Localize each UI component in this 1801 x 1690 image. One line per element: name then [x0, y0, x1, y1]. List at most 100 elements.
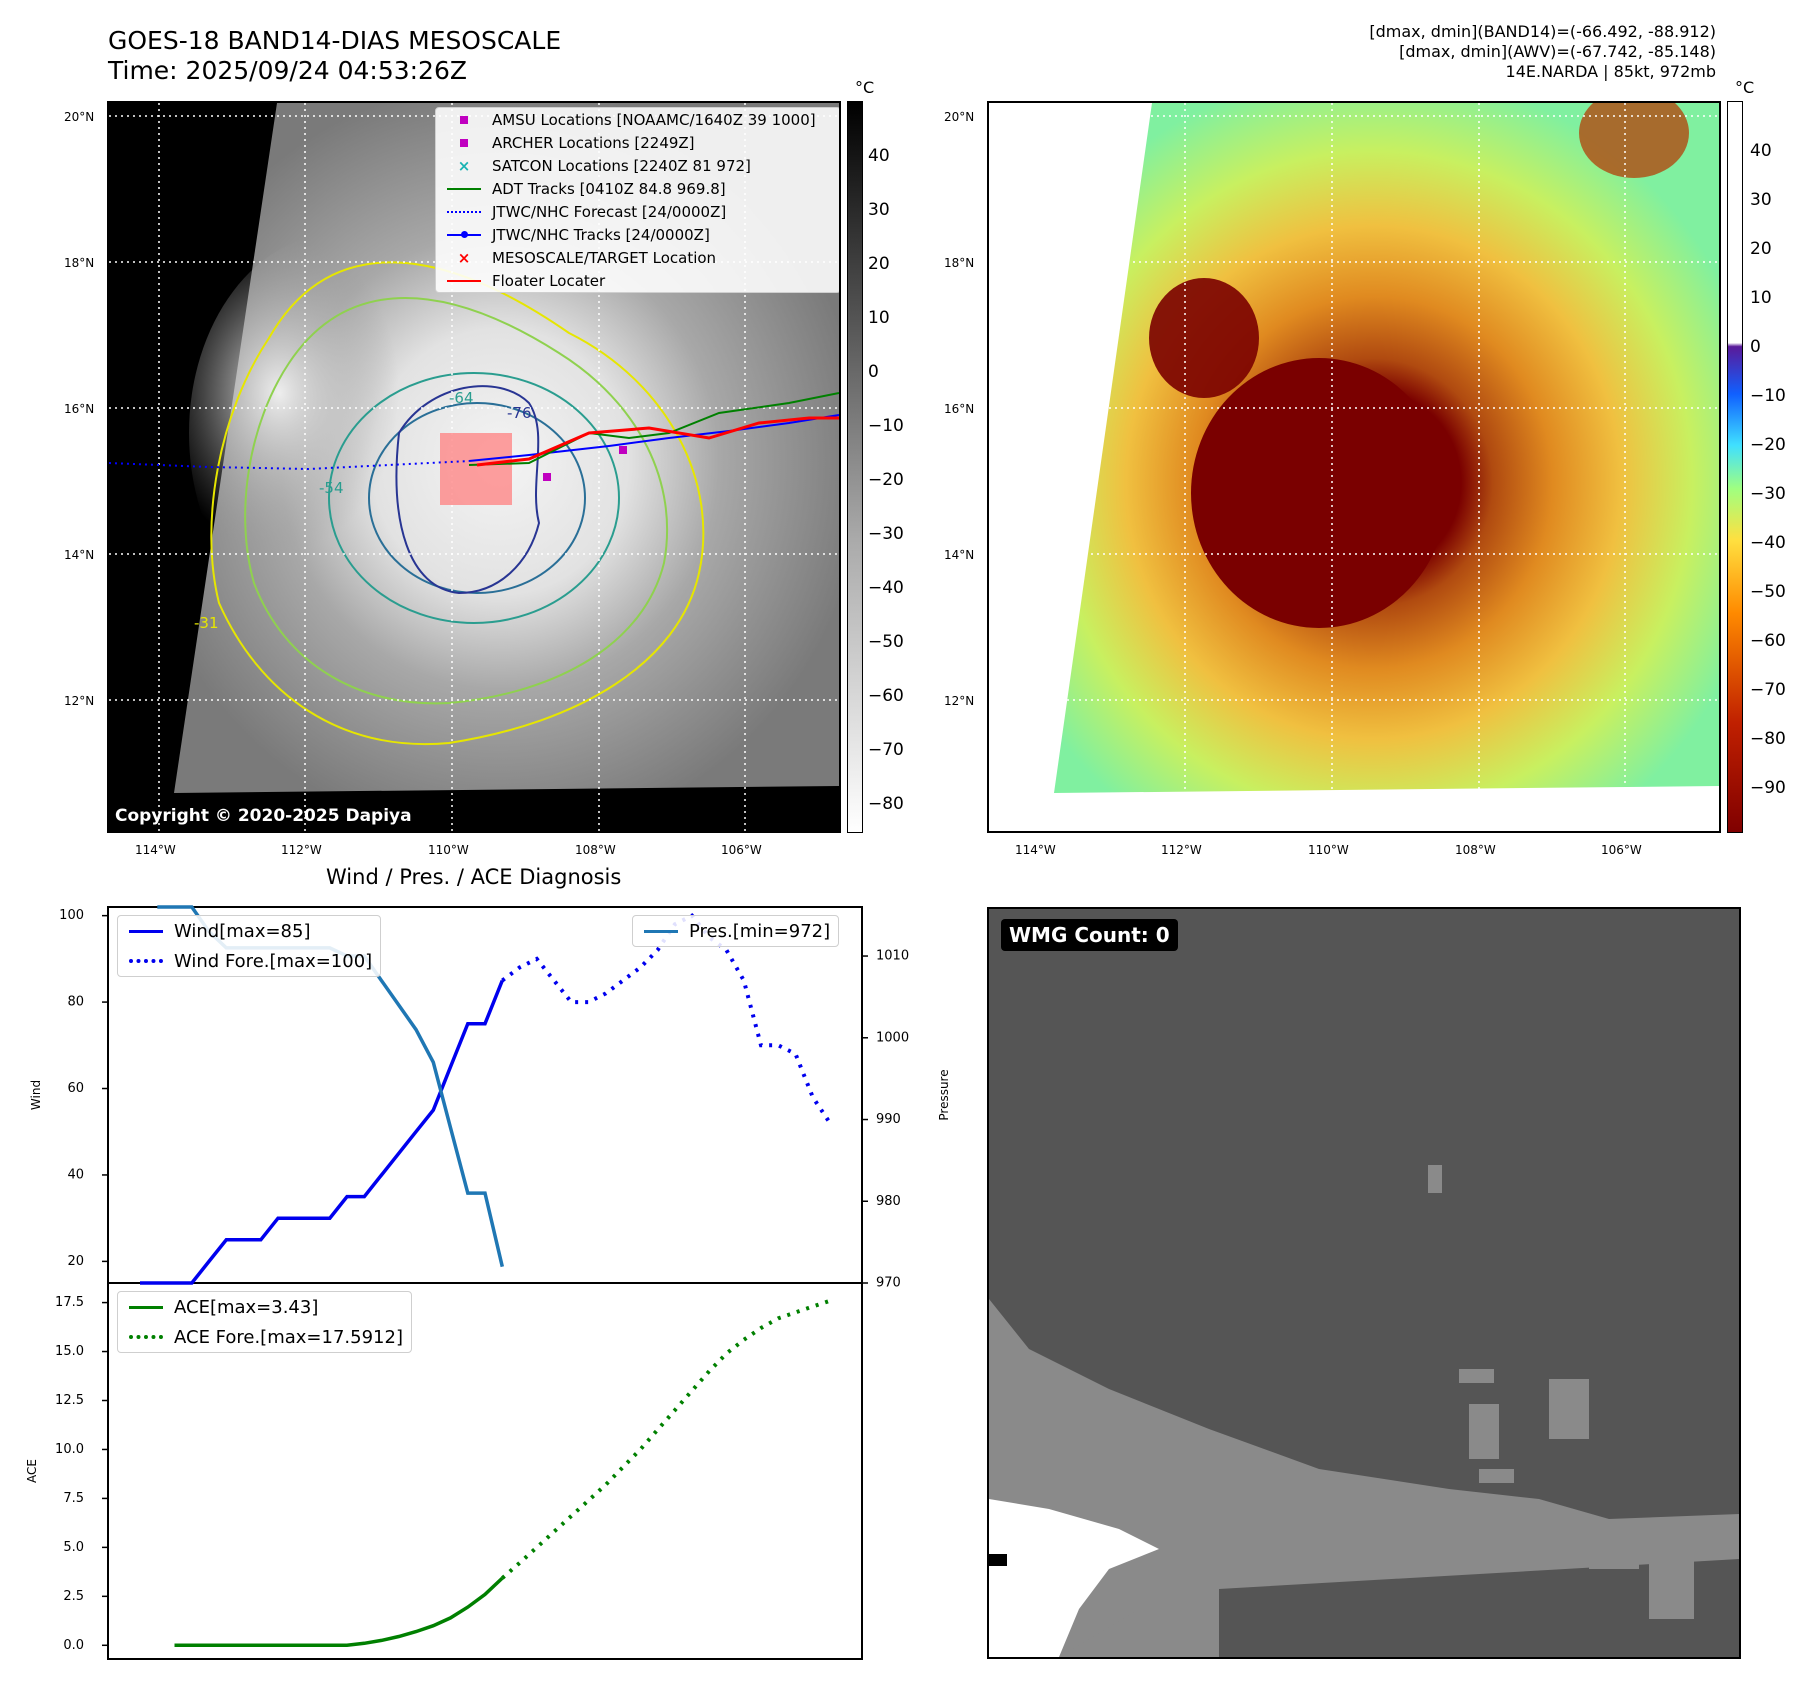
colorbar-2-unit: °C: [1735, 78, 1755, 97]
ace-series-layer: [174, 1298, 831, 1648]
info-block: [dmax, dmin](BAND14)=(-66.492, -88.912) …: [1016, 22, 1716, 82]
legend-item: JTWC/NHC Forecast [24/0000Z]: [436, 200, 839, 223]
colorbar-tick: −10: [1750, 386, 1786, 406]
wind-tick-label: 100: [59, 908, 84, 923]
dias-map-panel: [987, 101, 1721, 833]
lat-label: 14°N: [64, 548, 95, 562]
legend-label: SATCON Locations [2240Z 81 972]: [492, 156, 751, 175]
colorbar-tick: 40: [868, 146, 890, 166]
colorbar-tick: −10: [868, 416, 904, 436]
chart-tick-layer: 100 80 60 40 20 1010 1000 990 980 970 17.5 15.0 12.5…: [55, 908, 909, 1653]
wmg-panel: WMG Count: 0: [987, 907, 1741, 1659]
legend-item: ACE Fore.[max=17.5912]: [118, 1322, 411, 1352]
chart-title: Wind / Pres. / ACE Diagnosis: [326, 865, 622, 889]
line-icon: [126, 929, 166, 933]
contour-label-64: -64: [449, 389, 474, 407]
wind-tick-label: 60: [67, 1081, 84, 1096]
map-gridlines: [989, 103, 1719, 831]
lat-label: 12°N: [944, 694, 975, 708]
line-icon: [444, 187, 484, 190]
colorbar-tick: −20: [868, 470, 904, 490]
info-line1: [dmax, dmin](BAND14)=(-66.492, -88.912): [1369, 22, 1716, 41]
lon-label: 112°W: [1161, 843, 1202, 857]
lon-label: 108°W: [575, 843, 616, 857]
contour-green: [244, 297, 669, 705]
wind-axis-label: Wind: [29, 1080, 43, 1110]
wmg-cell: [1649, 1549, 1694, 1619]
contour-label-31: -31: [194, 614, 219, 632]
wmg-cell: [1589, 1539, 1639, 1569]
legend-item: Pres.[min=972]: [633, 916, 838, 946]
amsu-marker: [543, 473, 551, 481]
line-icon: [641, 929, 681, 933]
lat-label: 18°N: [944, 256, 975, 270]
ace-tick-label: 7.5: [63, 1491, 84, 1506]
line-dot-icon: [444, 230, 484, 238]
legend-item: ACE[max=3.43]: [118, 1292, 411, 1322]
legend-label: JTWC/NHC Forecast [24/0000Z]: [492, 202, 727, 221]
colorbar-tick: 30: [1750, 190, 1772, 210]
line-icon: [444, 279, 484, 282]
colorbar-tick: −60: [868, 686, 904, 706]
lat-label: 18°N: [64, 256, 95, 270]
colorbar-tick: −50: [1750, 582, 1786, 602]
wmg-cell: [1428, 1165, 1442, 1193]
archer-marker: [619, 446, 627, 454]
colorbar-tick: 0: [868, 362, 879, 382]
wind-tick-label: 40: [67, 1167, 84, 1182]
pressure-tick-label: 990: [876, 1112, 901, 1127]
square-marker-icon: [444, 115, 484, 124]
wmg-black-cell: [989, 1554, 1007, 1566]
legend-item: Wind[max=85]: [118, 916, 380, 946]
legend-label: Wind[max=85]: [174, 920, 311, 942]
pressure-tick-label: 980: [876, 1194, 901, 1209]
legend-item: Wind Fore.[max=100]: [118, 946, 380, 976]
line-icon: [126, 1305, 166, 1309]
colorbar-tick: −70: [1750, 680, 1786, 700]
colorbar-tick: −20: [1750, 435, 1786, 455]
lon-label: 112°W: [281, 843, 322, 857]
wmg-cell: [1479, 1469, 1514, 1483]
mesoscale-box: [440, 433, 512, 505]
legend-label: Wind Fore.[max=100]: [174, 950, 373, 972]
ir-map-panel: -64 -76 -54 -31 Copyright © 2020-2025 Da…: [107, 101, 841, 833]
ace-tick-label: 0.0: [63, 1638, 84, 1653]
legend-label: Pres.[min=972]: [689, 920, 831, 942]
wind-tick-label: 20: [67, 1254, 84, 1269]
lat-label: 12°N: [64, 694, 95, 708]
lat-label: 14°N: [944, 548, 975, 562]
colorbar-tick: −30: [868, 524, 904, 544]
lon-label: 108°W: [1455, 843, 1496, 857]
lon-label: 114°W: [135, 843, 176, 857]
ace-tick-label: 15.0: [55, 1344, 84, 1359]
legend-item: JTWC/NHC Tracks [24/0000Z]: [436, 223, 839, 246]
colorbar-1-unit: °C: [855, 78, 875, 97]
wmg-count-label: WMG Count: 0: [1001, 919, 1178, 951]
lon-label: 114°W: [1015, 843, 1056, 857]
dias-cold-cell-ne: [1579, 103, 1689, 178]
colorbar-tick: 20: [1750, 239, 1772, 259]
colorbar-tick: 10: [868, 308, 890, 328]
wmg-cell: [1459, 1369, 1494, 1383]
contour-teal: [328, 372, 620, 624]
square-marker-icon: [444, 138, 484, 147]
pressure-legend: Pres.[min=972]: [632, 915, 840, 947]
wmg-map: [989, 1165, 1739, 1657]
dotted-line-icon: [126, 959, 166, 963]
lon-label: 110°W: [428, 843, 469, 857]
legend-item: AMSU Locations [NOAAMC/1640Z 39 1000]: [436, 108, 839, 131]
ace-tick-label: 17.5: [55, 1295, 84, 1310]
dotted-line-icon: [444, 210, 484, 213]
dias-map: [989, 103, 1719, 831]
colorbar-tick: 20: [868, 254, 890, 274]
info-line3: 14E.NARDA | 85kt, 972mb: [1505, 62, 1716, 81]
colorbar-tick: −30: [1750, 484, 1786, 504]
legend-label: AMSU Locations [NOAAMC/1640Z 39 1000]: [492, 110, 816, 129]
contour-blue: [368, 402, 586, 594]
forecast-track: [109, 460, 470, 471]
lat-label: 16°N: [64, 402, 95, 416]
x-marker-icon: ×: [457, 156, 471, 175]
legend-label: ACE Fore.[max=17.5912]: [174, 1326, 403, 1348]
ace-series-line: [174, 1576, 504, 1648]
